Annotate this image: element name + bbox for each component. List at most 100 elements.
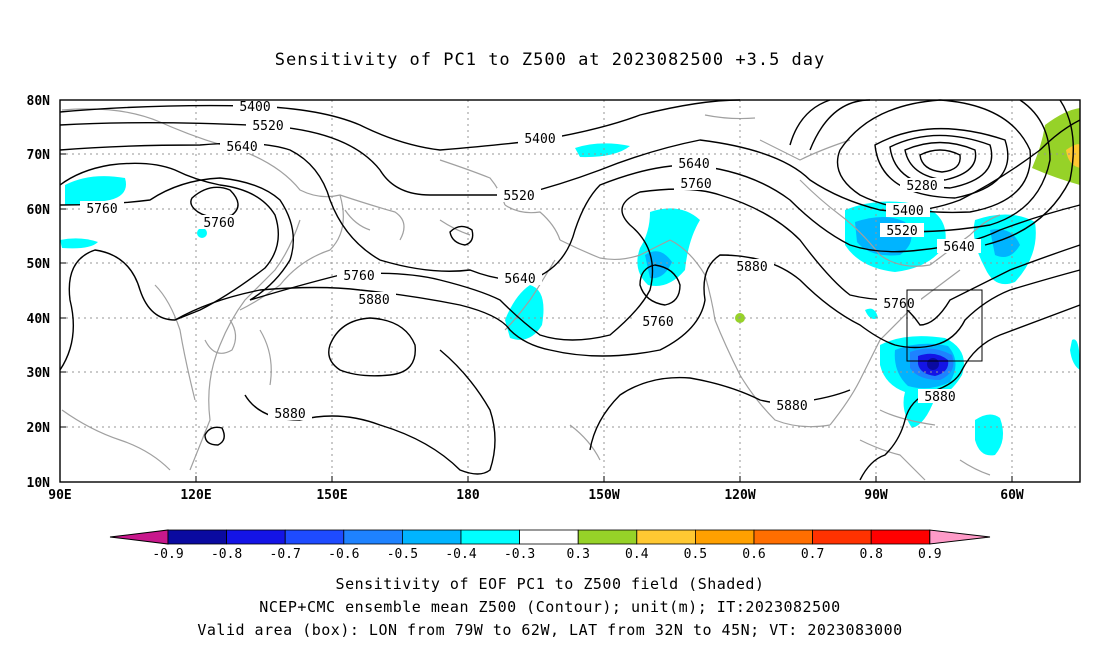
tick-marks	[60, 99, 1013, 482]
shade-cyan-gulf-alaska	[637, 208, 700, 286]
colorbar-swatch	[519, 529, 579, 545]
lat-label: 20N	[27, 421, 51, 436]
contour-label: 5760	[636, 314, 680, 330]
shade-cyan-small2	[865, 308, 878, 319]
svg-text:5760: 5760	[343, 269, 374, 284]
contour-5520-west	[59, 119, 1081, 212]
colorbar-swatch	[870, 529, 931, 545]
lon-label: 60W	[1000, 488, 1024, 503]
colorbar-under-arrow	[109, 529, 169, 545]
contour-labels: 5400 5520 5640 5760 5760 5400 5520 5640 …	[80, 99, 981, 422]
contour-5280-4	[874, 128, 1009, 199]
contour-label: 5760	[877, 296, 921, 312]
colorbar-label: 0.7	[801, 547, 824, 562]
colorbar-swatch	[695, 529, 755, 545]
colorbar-over-arrow	[929, 529, 991, 545]
colorbar-label: 0.4	[625, 547, 649, 562]
svg-text:5760: 5760	[642, 315, 673, 330]
shade-navy-core	[927, 358, 939, 370]
colorbar-swatch	[636, 529, 696, 545]
shade-cyan-caribbean	[975, 414, 1004, 456]
svg-text:5760: 5760	[203, 216, 234, 231]
svg-text:5640: 5640	[943, 240, 974, 255]
footer-valid-area: Valid area (box): LON from 79W to 62W, L…	[197, 621, 903, 639]
contour-5640-west	[59, 142, 1081, 281]
colorbar-swatch	[226, 529, 286, 545]
lat-label: 10N	[27, 476, 51, 491]
colorbar-swatch	[753, 529, 813, 545]
colorbar-swatch	[460, 529, 520, 545]
lon-label: 90W	[864, 488, 888, 503]
shade-cyan-west	[60, 238, 98, 249]
contour-5880-small	[204, 426, 225, 446]
colorbar-label: -0.8	[211, 547, 242, 562]
contour-5400-west	[59, 99, 741, 151]
contour-label: 5640	[498, 271, 542, 287]
svg-text:5520: 5520	[252, 119, 283, 134]
colorbar-label: 0.3	[566, 547, 589, 562]
lon-label: 120W	[724, 488, 755, 503]
coastlines	[61, 108, 1001, 481]
svg-text:5760: 5760	[86, 202, 117, 217]
contour-label: 5880	[268, 406, 312, 422]
svg-text:5400: 5400	[524, 132, 555, 147]
contour-label: 5760	[674, 176, 718, 192]
colorbar-swatch	[812, 529, 872, 545]
colorbar-swatch	[343, 529, 403, 545]
lat-label: 80N	[27, 94, 51, 109]
colorbar-swatch	[401, 529, 462, 545]
lon-label: 90E	[48, 488, 71, 503]
contour-5640-east	[789, 99, 1074, 246]
contour-5280-3	[889, 134, 993, 189]
svg-text:5760: 5760	[680, 177, 711, 192]
contour-label: 5280	[900, 178, 944, 194]
contour-label: 5400	[518, 131, 562, 147]
colorbar-swatch	[577, 529, 638, 545]
contour-5280-1	[919, 149, 961, 173]
svg-text:5640: 5640	[226, 140, 257, 155]
shade-cyan-siberia	[65, 176, 126, 205]
colorbar-label: -0.4	[445, 547, 476, 562]
colorbar-label: 0.6	[742, 547, 765, 562]
contour-label: 5880	[918, 389, 962, 405]
contour-5880-east	[859, 304, 1081, 481]
colorbar-label: 0.8	[859, 547, 882, 562]
svg-text:5520: 5520	[886, 224, 917, 239]
svg-text:5880: 5880	[358, 293, 389, 308]
colorbar-label: -0.7	[270, 547, 301, 562]
svg-text:5760: 5760	[883, 297, 914, 312]
contour-5880-pac-east	[589, 376, 851, 451]
colorbar-label: -0.5	[387, 547, 418, 562]
svg-text:5640: 5640	[678, 157, 709, 172]
svg-text:5640: 5640	[504, 272, 535, 287]
contour-5280-2	[904, 141, 977, 181]
svg-text:5280: 5280	[906, 179, 937, 194]
svg-text:5880: 5880	[924, 390, 955, 405]
contour-label: 5880	[770, 398, 814, 414]
contour-label: 5760	[80, 201, 124, 217]
contour-label: 5760	[337, 268, 381, 284]
contour-5760-ne-pac	[639, 264, 681, 306]
grid-lines	[60, 100, 1080, 482]
contour-5880-pac-high	[328, 317, 416, 377]
lat-label: 60N	[27, 203, 51, 218]
lon-label: 150W	[588, 488, 619, 503]
contour-label: 5640	[937, 239, 981, 255]
colorbar-label: -0.3	[504, 547, 535, 562]
colorbar: -0.9 -0.8 -0.7 -0.6 -0.5 -0.4 -0.3 0.3 0.4 0.5 0.6…	[109, 529, 991, 562]
contour-label: 5640	[220, 139, 264, 155]
map-frame	[59, 99, 1081, 483]
svg-text:5400: 5400	[239, 100, 270, 115]
svg-text:5520: 5520	[503, 189, 534, 204]
contour-5400-east	[836, 99, 1032, 214]
lat-label: 50N	[27, 257, 51, 272]
contour-label: 5880	[352, 292, 396, 308]
contour-label: 5760	[197, 215, 241, 231]
contour-label: 5400	[233, 99, 277, 115]
contour-label: 5520	[246, 118, 290, 134]
colorbar-swatch	[284, 529, 345, 545]
contour-5760-loop	[190, 186, 239, 218]
shade-cyan-small1	[197, 228, 207, 238]
svg-text:5880: 5880	[274, 407, 305, 422]
lat-labels: 80N 70N 60N 50N 40N 30N 20N 10N	[27, 94, 51, 491]
